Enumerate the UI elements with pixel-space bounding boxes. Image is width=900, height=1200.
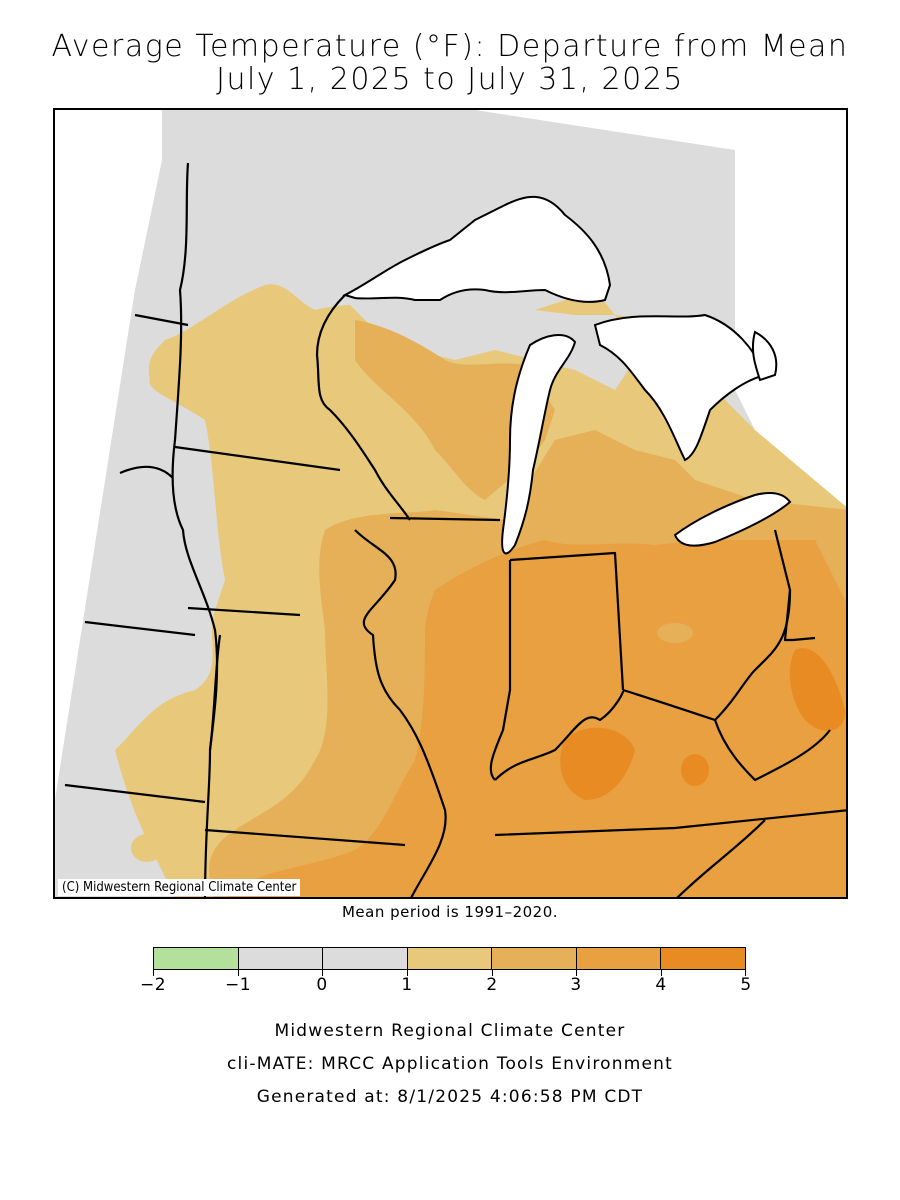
border-ky-tn <box>494 809 846 837</box>
border-mo-ar <box>204 828 406 847</box>
footer-generated-at: Generated at: 8/1/2025 4:06:58 PM CDT <box>256 1087 644 1107</box>
border-mo-east <box>354 529 447 897</box>
legend-swatch <box>576 948 662 969</box>
projection-outside-left <box>55 110 162 800</box>
border-ia-west <box>119 465 174 479</box>
legend-tick <box>745 969 746 976</box>
legend-tick <box>322 969 323 976</box>
state-boundaries <box>64 162 846 897</box>
zone-plus4-5-wv <box>789 648 846 731</box>
legend-tick <box>492 969 493 976</box>
border-wv-va <box>713 719 831 782</box>
legend-tick <box>238 969 239 976</box>
legend-tick-label: 3 <box>570 975 582 995</box>
color-legend <box>153 947 746 970</box>
border-in-oh <box>509 551 625 691</box>
border-ks-mo <box>203 634 222 897</box>
border-tn-east <box>676 819 766 897</box>
map-copyright: (C) Midwestern Regional Climate Center <box>58 879 301 896</box>
border-nd-mn <box>134 313 189 327</box>
border-il-in <box>489 560 512 781</box>
border-in-ky <box>494 688 625 781</box>
legend-tick-label: 4 <box>655 975 667 995</box>
legend-swatch <box>238 948 324 969</box>
border-wi-il <box>389 516 501 522</box>
zone-plus4-5-ky-east <box>681 754 709 786</box>
border-wi-mn <box>315 294 411 521</box>
map-canvas <box>55 110 846 897</box>
legend-tick-label: 0 <box>316 975 328 995</box>
legend-swatch <box>154 948 239 969</box>
footer-tool-name: cli-MATE: MRCC Application Tools Environ… <box>227 1054 673 1074</box>
border-oh-east <box>773 529 816 642</box>
border-ks-ok <box>64 783 206 804</box>
legend-tick-label: 5 <box>740 975 752 995</box>
zone-plus4-5-kentucky <box>560 727 635 800</box>
border-ia-mo <box>187 606 301 617</box>
legend-swatch <box>661 948 746 969</box>
lake-ontario-edge <box>751 330 778 382</box>
legend-swatch <box>407 948 493 969</box>
lake-erie <box>673 492 792 547</box>
legend-tick <box>661 969 662 976</box>
projection-outside-right <box>735 110 846 510</box>
legend-swatch <box>492 948 577 969</box>
legend-tick <box>153 969 154 976</box>
zone-plus3-4-spot-ohio <box>657 623 693 643</box>
legend-tick-label: −2 <box>139 975 167 995</box>
footer-organization: Midwestern Regional Climate Center <box>274 1021 626 1041</box>
map-title-line2: July 1, 2025 to July 31, 2025 <box>216 62 684 97</box>
projection-outside-top <box>162 110 735 150</box>
zone-plus1-2-spot <box>131 834 163 862</box>
temperature-departure-map <box>53 108 848 899</box>
legend-tick <box>576 969 577 976</box>
legend-tick-label: 2 <box>486 975 498 995</box>
legend-swatch <box>323 948 408 969</box>
map-title-line1: Average Temperature (°F): Departure from… <box>51 29 849 64</box>
legend-tick-label: −1 <box>224 975 252 995</box>
zone-near-normal-west <box>55 290 225 897</box>
lake-michigan <box>501 334 577 555</box>
lake-huron <box>593 313 767 462</box>
lake-superior <box>342 195 612 303</box>
legend-tick-label: 1 <box>401 975 413 995</box>
border-sd-ne <box>84 620 196 637</box>
border-oh-ky <box>622 589 792 722</box>
border-mn-ia <box>174 445 341 472</box>
mean-period-note: Mean period is 1991–2020. <box>341 903 559 921</box>
legend-tick <box>407 969 408 976</box>
